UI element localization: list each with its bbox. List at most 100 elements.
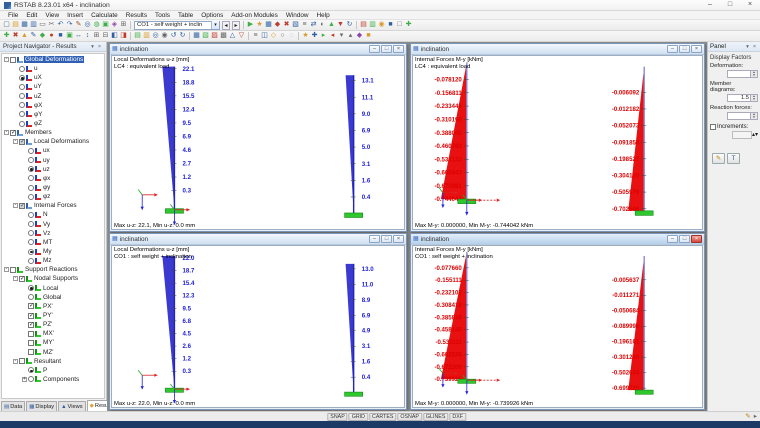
toolbar-icon[interactable]: △ [229, 32, 236, 39]
tab-views[interactable]: ▲ Views [58, 401, 86, 411]
navigator-pin-icon[interactable]: ▾ [91, 43, 94, 50]
menu-window[interactable]: Window [285, 11, 309, 19]
statusbar-icon-1[interactable]: ✎ [745, 413, 751, 420]
tree-checkbox[interactable]: ✓ [28, 321, 35, 328]
drawing-area[interactable]: 22.0 18.7 15.4 12.3 9.5 6.8 4.5 2.6 1.2 0.3 13.0 11… [111, 245, 405, 408]
tree-item-uy[interactable]: uY [2, 82, 104, 91]
toolbar-icon[interactable]: ■ [58, 32, 63, 39]
increments-combo-value[interactable] [731, 131, 752, 139]
tree-radio[interactable] [28, 376, 34, 383]
toolbar-icon[interactable]: ▼ [337, 21, 344, 28]
tree-expander[interactable]: - [13, 357, 18, 364]
panel-text-settings-button[interactable]: T [727, 153, 740, 164]
minimize-button[interactable]: – [708, 1, 712, 8]
tree-radio[interactable] [28, 166, 34, 173]
maximize-button[interactable]: □ [727, 1, 733, 8]
toolbar-icon[interactable]: ◈ [111, 21, 118, 28]
close-button[interactable]: × [747, 1, 753, 8]
toolbar-icon[interactable]: ▢ [3, 21, 10, 28]
toolbar-icon[interactable]: ■ [388, 21, 393, 28]
child-minimize-button[interactable]: – [667, 235, 678, 243]
toolbar-icon[interactable]: ✂ [48, 21, 55, 28]
tree-item-members[interactable]: - ✓ Members [2, 128, 104, 137]
snap-toggle-glines[interactable]: GLINES [422, 413, 449, 421]
load-case-combo[interactable]: CO1 - self weight + inclin ▾ [134, 20, 220, 30]
toolbar-icon[interactable]: ▦ [193, 32, 200, 39]
toolbar-icon[interactable]: ↺ [170, 32, 177, 39]
toolbar-icon[interactable]: ↔ [75, 32, 82, 39]
child-maximize-button[interactable]: □ [679, 45, 690, 53]
tree-item-y[interactable]: φY [2, 110, 104, 119]
tree-item-py[interactable]: ✓ PY' [2, 311, 104, 320]
toolbar-icon[interactable]: ◆ [356, 32, 363, 39]
drawing-area[interactable]: -0.078120 -0.156811 -0.233446 -0.310199 -0.3… [412, 55, 703, 230]
tree-item-uz[interactable]: uZ [2, 92, 104, 101]
tree-item-support-reactions[interactable]: - Support Reactions [2, 265, 104, 274]
toolbar-icon[interactable]: ▦ [265, 21, 272, 28]
tree-radio[interactable] [28, 367, 34, 374]
tree-radio[interactable] [28, 230, 34, 237]
tree-checkbox[interactable] [10, 56, 16, 63]
child-window-titlebar[interactable]: ▦ inclination – □ × [110, 234, 406, 245]
increments-checkbox[interactable] [710, 124, 716, 130]
result-diagram-canvas[interactable]: 22.0 18.7 15.4 12.3 9.5 6.8 4.5 2.6 1.2 0.3 13.0 11… [112, 246, 404, 407]
tree-radio[interactable] [19, 120, 25, 127]
toolbar-icon[interactable]: ✎ [75, 21, 82, 28]
toolbar-icon[interactable]: ≡ [253, 32, 258, 39]
toolbar-icon[interactable]: ▤ [360, 21, 367, 28]
child-close-button[interactable]: × [393, 235, 404, 243]
tree-checkbox[interactable]: ✓ [19, 138, 26, 145]
tree-item-local[interactable]: Local [2, 284, 104, 293]
toolbar-icon[interactable]: ⊟ [102, 32, 109, 39]
tree-item-components[interactable]: + Components [2, 375, 104, 384]
tree-item-resultant[interactable]: - Resultant [2, 357, 104, 366]
toolbar-icon[interactable]: ≡ [302, 21, 307, 28]
tree-radio[interactable] [19, 65, 25, 72]
increments-spinner[interactable]: ▴▾ [751, 132, 758, 138]
toolbar-icon[interactable]: ▧ [202, 32, 209, 39]
tree-item-pz[interactable]: ✓ PZ' [2, 320, 104, 329]
toolbar-icon[interactable]: ▦ [21, 21, 28, 28]
child-minimize-button[interactable]: – [667, 45, 678, 53]
tree-radio[interactable] [19, 111, 25, 118]
child-maximize-button[interactable]: □ [381, 45, 392, 53]
snap-toggle-cartes[interactable]: CARTES [368, 413, 397, 421]
tree-expander[interactable]: - [4, 129, 9, 136]
menu-results[interactable]: Results [125, 11, 148, 19]
toolbar-icon[interactable]: ◆ [274, 21, 281, 28]
tree-checkbox[interactable]: ✓ [28, 303, 35, 310]
toolbar-icon[interactable]: ◆ [39, 32, 46, 39]
tree-item-x[interactable]: φX [2, 101, 104, 110]
tree-radio[interactable] [28, 211, 34, 218]
toolbar-icon[interactable]: ▣ [102, 21, 109, 28]
member-diagrams-spinner[interactable]: ▴ ▾ [751, 94, 758, 102]
child-close-button[interactable]: × [393, 45, 404, 53]
tree-item-z[interactable]: φZ [2, 119, 104, 128]
tree-radio[interactable] [28, 248, 34, 255]
toolbar-icon[interactable]: ▥ [143, 32, 150, 39]
menu-tools[interactable]: Tools [155, 11, 170, 19]
tree-checkbox[interactable] [28, 330, 34, 337]
tree-item-p[interactable]: P [2, 366, 104, 375]
toolbar-icon[interactable]: ◌ [289, 32, 294, 39]
toolbar-icon[interactable]: ◎ [84, 21, 91, 28]
tree-radio[interactable] [28, 257, 34, 264]
tree-radio[interactable] [28, 239, 34, 246]
tree-checkbox[interactable] [19, 358, 25, 365]
toolbar-icon[interactable]: ▴ [348, 32, 353, 39]
snap-toggle-dxf[interactable]: DXF [449, 413, 466, 421]
toolbar-icon[interactable]: ✖ [283, 21, 290, 28]
tree-radio[interactable] [19, 83, 25, 90]
menu-edit[interactable]: Edit [26, 11, 38, 19]
toolbar-icon[interactable]: ◎ [152, 32, 159, 39]
toolbar-icon[interactable]: ▧ [292, 21, 299, 28]
toolbar-icon[interactable]: ◇ [270, 32, 277, 39]
menu-help[interactable]: Help [316, 11, 330, 19]
toolbar-icon[interactable]: ★ [256, 21, 263, 28]
deformation-factor-input[interactable] [727, 70, 751, 78]
toolbar-icon[interactable]: ■ [366, 32, 371, 39]
panel-color-scale-button[interactable]: ✎ [712, 153, 725, 164]
toolbar-icon[interactable]: ▾ [339, 32, 344, 39]
toolbar-icon[interactable]: ✚ [311, 32, 318, 39]
panel-close-icon[interactable]: × [752, 43, 757, 50]
